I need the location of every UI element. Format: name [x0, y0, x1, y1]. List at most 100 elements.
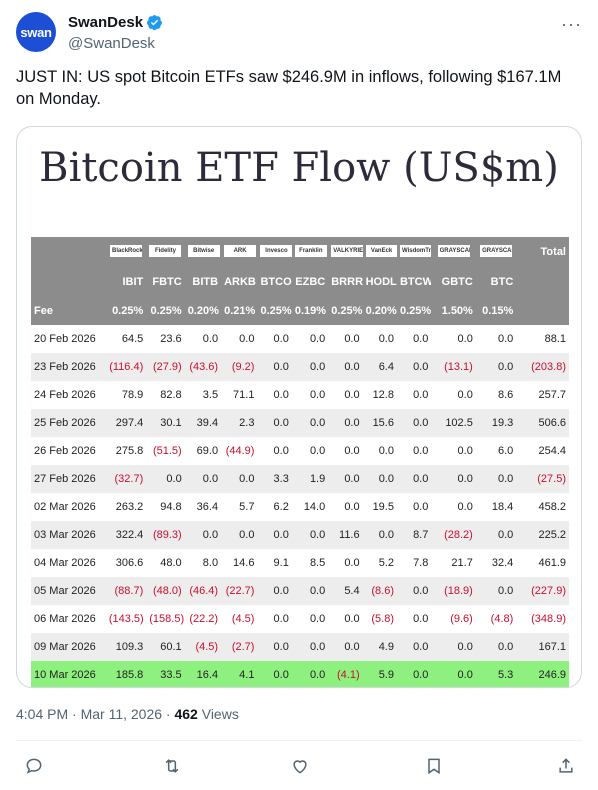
timestamp[interactable]: 4:04 PM · Mar 11, 2026 · [16, 706, 175, 722]
fee-cell: 0.25% [146, 297, 185, 325]
table-row: 24 Feb 2026 78.9 82.8 3.5 71.1 0.0 0.0 0.0 12.8 0… [31, 381, 569, 409]
flow-cell: 3.3 [257, 465, 292, 493]
fee-cell: 0.25% [328, 297, 363, 325]
table-row: 10 Mar 2026 185.8 33.5 16.4 4.1 0.0 0.0 (4.1) 5.… [31, 661, 569, 687]
total-cell: 257.7 [516, 381, 569, 409]
flow-cell: 0.0 [431, 325, 476, 353]
date-cell: 02 Mar 2026 [31, 493, 106, 521]
flow-cell: 0.0 [328, 381, 363, 409]
flow-cell: 0.0 [328, 493, 363, 521]
views-label: Views [197, 706, 239, 722]
issuer-logo: WisdomTree [399, 244, 432, 257]
flow-cell: 0.0 [328, 465, 363, 493]
flow-cell: (27.9) [146, 353, 185, 381]
ticker-header: BITB [184, 267, 222, 297]
date-cell: 06 Mar 2026 [31, 605, 106, 633]
flow-cell: 0.0 [396, 493, 432, 521]
flow-cell: (32.7) [105, 465, 147, 493]
fee-cell: 0.19% [291, 297, 329, 325]
flow-cell: 2.3 [221, 409, 258, 437]
flow-cell: (2.7) [221, 633, 258, 661]
flow-cell: 0.0 [257, 661, 292, 687]
author-names: SwanDesk @SwanDesk [68, 14, 163, 52]
display-name-row[interactable]: SwanDesk [68, 14, 163, 31]
flow-cell: 0.0 [396, 605, 432, 633]
like-icon[interactable] [290, 756, 310, 776]
flow-cell: (9.2) [221, 353, 258, 381]
ticker-header: GBTC [431, 267, 476, 297]
date-cell: 05 Mar 2026 [31, 577, 106, 605]
flow-cell: 19.3 [475, 409, 517, 437]
flow-cell: 8.6 [475, 381, 517, 409]
flow-cell: 0.0 [184, 465, 222, 493]
retweet-icon[interactable] [162, 756, 182, 776]
flow-cell: 0.0 [475, 577, 517, 605]
flow-cell: 0.0 [221, 325, 258, 353]
ticker-header: HODL [362, 267, 397, 297]
flow-cell: 322.4 [105, 521, 147, 549]
total-cell: 461.9 [516, 549, 569, 577]
flow-cell: 0.0 [396, 577, 432, 605]
more-options-icon[interactable]: ··· [561, 14, 582, 34]
flow-cell: 39.4 [184, 409, 222, 437]
flow-cell: 36.4 [184, 493, 222, 521]
ticker-header: BTCO [257, 267, 292, 297]
flow-cell: 0.0 [431, 661, 476, 687]
flow-cell: 64.5 [105, 325, 147, 353]
flow-cell: 0.0 [257, 437, 292, 465]
avatar[interactable]: swan [16, 12, 56, 52]
flow-cell: 0.0 [396, 325, 432, 353]
fee-cell: 0.25% [396, 297, 432, 325]
flow-cell: 0.0 [328, 325, 363, 353]
total-cell: 458.2 [516, 493, 569, 521]
tweet-meta: 4:04 PM · Mar 11, 2026 · 462 Views [16, 706, 239, 722]
flow-cell: 0.0 [431, 633, 476, 661]
issuer-logo: ARK [224, 244, 257, 257]
flow-cell: 0.0 [362, 437, 397, 465]
fee-cell [516, 297, 569, 325]
flow-cell: (48.0) [146, 577, 185, 605]
total-cell: (227.9) [516, 577, 569, 605]
date-cell: 03 Mar 2026 [31, 521, 106, 549]
bookmark-icon[interactable] [424, 756, 444, 776]
total-cell: (203.8) [516, 353, 569, 381]
reply-icon[interactable] [24, 756, 44, 776]
total-ticker-cell [516, 267, 569, 297]
flow-cell: 21.7 [431, 549, 476, 577]
ticker-header: BTC [475, 267, 517, 297]
flow-cell: 0.0 [291, 353, 329, 381]
flow-cell: (9.6) [431, 605, 476, 633]
flow-cell: 0.0 [257, 325, 292, 353]
flow-cell: (4.5) [221, 605, 258, 633]
flow-cell: 0.0 [328, 353, 363, 381]
issuer-logo: Invesco [260, 244, 292, 257]
tweet-text: JUST IN: US spot Bitcoin ETFs saw $246.9… [16, 68, 562, 108]
flow-cell: (88.7) [105, 577, 147, 605]
fee-row: Fee 0.25% 0.25% 0.20% 0.21% 0.25% 0.19% 0.25% 0… [31, 297, 569, 325]
flow-cell: 7.8 [396, 549, 432, 577]
flow-cell: 0.0 [396, 353, 432, 381]
flow-cell: 102.5 [431, 409, 476, 437]
flow-cell: 5.7 [221, 493, 258, 521]
flow-cell: (4.5) [184, 633, 222, 661]
flow-cell: 0.0 [184, 521, 222, 549]
flow-cell: 69.0 [184, 437, 222, 465]
handle[interactable]: @SwanDesk [68, 35, 155, 52]
fee-cell: 0.25% [257, 297, 292, 325]
flow-cell: 8.5 [291, 549, 329, 577]
flow-cell: 19.5 [362, 493, 397, 521]
flow-cell: 0.0 [328, 633, 363, 661]
flow-cell: 0.0 [291, 381, 329, 409]
corner-cell [31, 237, 106, 267]
media-image[interactable]: Bitcoin ETF Flow (US$m) BlackRock Fidelit… [16, 126, 582, 688]
ticker-header: FBTC [146, 267, 185, 297]
flow-cell: 78.9 [105, 381, 147, 409]
issuer-logo-cell: GRAYSCALE [431, 237, 476, 267]
issuer-logo-cell: Total [516, 237, 569, 267]
flow-cell: 0.0 [328, 437, 363, 465]
table-row: 05 Mar 2026 (88.7) (48.0) (46.4) (22.7) 0.0 0.… [31, 577, 569, 605]
share-icon[interactable] [556, 756, 576, 776]
issuer-logo: Fidelity [149, 244, 182, 257]
flow-cell: 275.8 [105, 437, 147, 465]
display-name[interactable]: SwanDesk [68, 14, 144, 31]
